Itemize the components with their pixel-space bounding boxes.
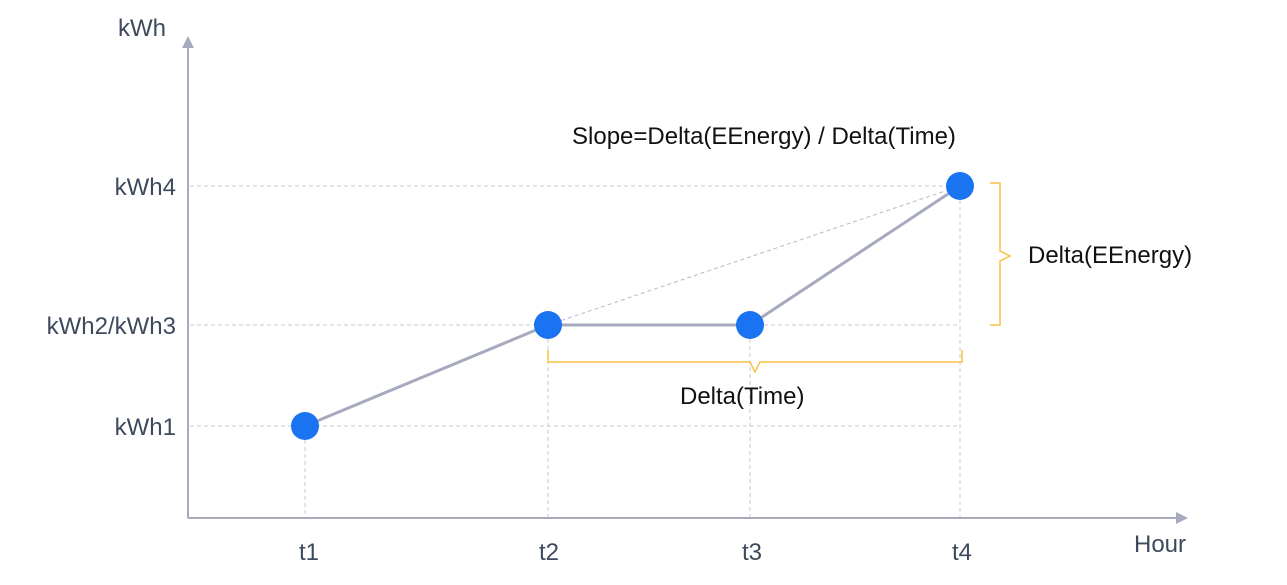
x-tick-t4: t4: [952, 539, 972, 566]
delta-time-bracket: [547, 350, 963, 374]
guide-lines: [190, 185, 961, 517]
x-axis-title: Hour: [1134, 531, 1186, 558]
delta-time-label: Delta(Time): [680, 383, 804, 410]
point-t1: [291, 412, 319, 440]
x-tick-t3: t3: [742, 539, 762, 566]
point-t3: [736, 311, 764, 339]
energy-line: [304, 184, 961, 428]
y-tick-kwh23: kWh2/kWh3: [47, 313, 176, 340]
point-t4: [946, 172, 974, 200]
delta-energy-label: Delta(EEnergy): [1028, 242, 1192, 269]
slope-formula: Slope=Delta(EEnergy) / Delta(Time): [572, 123, 956, 150]
y-tick-kwh1: kWh1: [115, 414, 176, 441]
y-tick-kwh4: kWh4: [115, 174, 176, 201]
slope-chord: [547, 185, 961, 326]
y-axis-title: kWh: [118, 15, 166, 42]
delta-energy-bracket: [990, 182, 1012, 326]
point-t2: [534, 311, 562, 339]
x-tick-t2: t2: [539, 539, 559, 566]
x-tick-t1: t1: [299, 539, 319, 566]
